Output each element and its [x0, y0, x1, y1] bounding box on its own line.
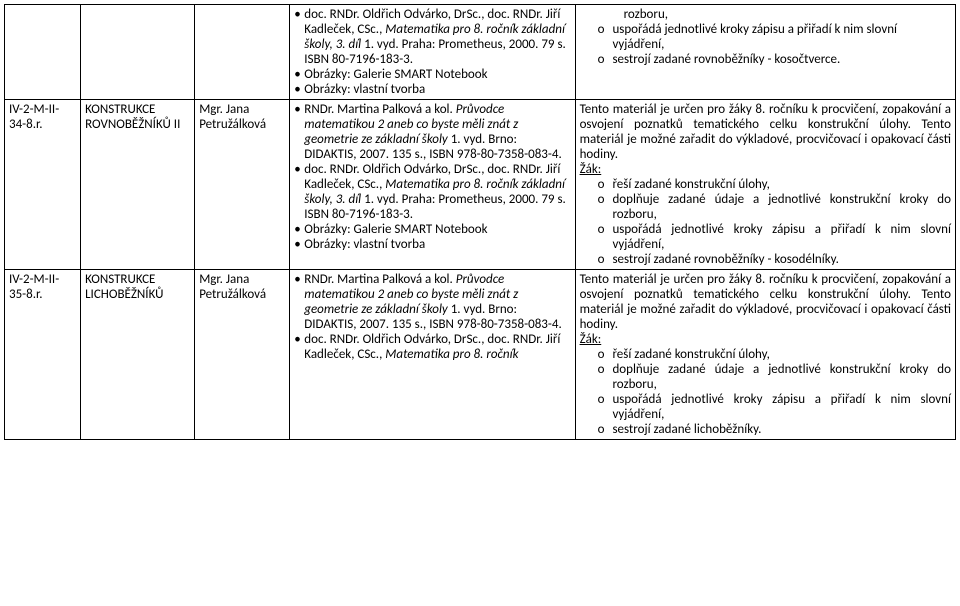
cell-notes: Tento materiál je určen pro žáky 8. ročn… — [575, 100, 955, 270]
cell-code: IV-2-M-II-35-8.r. — [5, 270, 81, 440]
notes-item: ouspořádá jednotlivé kroky zápisu a přiř… — [598, 222, 951, 252]
cell-notes: Tento materiál je určen pro žáky 8. ročn… — [575, 270, 955, 440]
desc-item: RNDr. Martina Palková a kol. Průvodce ma… — [294, 102, 570, 162]
table-row: IV-2-M-II-35-8.r.KONSTRUKCE LICHOBĚŽNÍKŮ… — [5, 270, 956, 440]
cell-code: IV-2-M-II-34-8.r. — [5, 100, 81, 270]
cell-description: RNDr. Martina Palková a kol. Průvodce ma… — [290, 270, 575, 440]
notes-item: osestrojí zadané rovnoběžníky - kosodéln… — [598, 252, 951, 267]
notes-item: odoplňuje zadané údaje a jednotlivé kons… — [598, 362, 951, 392]
table-row: IV-2-M-II-34-8.r.KONSTRUKCE ROVNOBĚŽNÍKŮ… — [5, 100, 956, 270]
notes-zak-label: Žák: — [580, 162, 951, 177]
table-row: doc. RNDr. Oldřich Odvárko, DrSc., doc. … — [5, 5, 956, 100]
cell-author — [195, 5, 290, 100]
cell-author: Mgr. Jana Petružálková — [195, 270, 290, 440]
notes-continuation: rozboru, — [624, 7, 951, 22]
notes-zak-label: Žák: — [580, 332, 951, 347]
cell-code — [5, 5, 81, 100]
notes-item: ouspořádá jednotlivé kroky zápisu a přiř… — [598, 22, 951, 52]
notes-item: ořeší zadané konstrukční úlohy, — [598, 347, 951, 362]
notes-item: osestrojí zadané rovnoběžníky - kosočtve… — [598, 52, 951, 67]
desc-item: Obrázky: Galerie SMART Notebook — [294, 67, 570, 82]
cell-topic: KONSTRUKCE ROVNOBĚŽNÍKŮ II — [81, 100, 195, 270]
cell-notes: rozboru,ouspořádá jednotlivé kroky zápis… — [575, 5, 955, 100]
desc-item: RNDr. Martina Palková a kol. Průvodce ma… — [294, 272, 570, 332]
desc-item: doc. RNDr. Oldřich Odvárko, DrSc., doc. … — [294, 7, 570, 67]
materials-table: doc. RNDr. Oldřich Odvárko, DrSc., doc. … — [4, 4, 956, 440]
notes-item: osestrojí zadané lichoběžníky. — [598, 422, 951, 437]
desc-item: Obrázky: vlastní tvorba — [294, 82, 570, 97]
notes-item: ořeší zadané konstrukční úlohy, — [598, 177, 951, 192]
cell-author: Mgr. Jana Petružálková — [195, 100, 290, 270]
desc-item: Obrázky: Galerie SMART Notebook — [294, 222, 570, 237]
notes-intro: Tento materiál je určen pro žáky 8. ročn… — [580, 272, 951, 332]
notes-intro: Tento materiál je určen pro žáky 8. ročn… — [580, 102, 951, 162]
cell-description: RNDr. Martina Palková a kol. Průvodce ma… — [290, 100, 575, 270]
cell-description: doc. RNDr. Oldřich Odvárko, DrSc., doc. … — [290, 5, 575, 100]
desc-item: doc. RNDr. Oldřich Odvárko, DrSc., doc. … — [294, 162, 570, 222]
notes-item: ouspořádá jednotlivé kroky zápisu a přiř… — [598, 392, 951, 422]
desc-item: Obrázky: vlastní tvorba — [294, 237, 570, 252]
cell-topic — [81, 5, 195, 100]
cell-topic: KONSTRUKCE LICHOBĚŽNÍKŮ — [81, 270, 195, 440]
desc-item: doc. RNDr. Oldřich Odvárko, DrSc., doc. … — [294, 332, 570, 362]
notes-item: odoplňuje zadané údaje a jednotlivé kons… — [598, 192, 951, 222]
